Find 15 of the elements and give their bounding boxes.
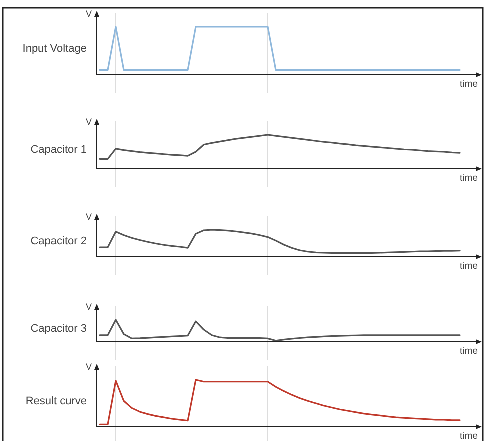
y-axis-title: V (86, 302, 92, 312)
x-axis-title: time (460, 346, 478, 357)
x-axis-title: time (460, 261, 478, 272)
text: Capacitor 2 (30, 236, 87, 248)
text: Result curve (26, 396, 87, 408)
y-axis-title: V (86, 117, 92, 127)
x-axis-title: time (460, 431, 478, 441)
y-axis-title: V (86, 212, 92, 222)
y-axis-title: V (86, 362, 92, 372)
y-axis-title: V (86, 9, 92, 19)
chart-title: Capacitor 3 (30, 323, 87, 335)
text: Capacitor 1 (30, 144, 87, 156)
text: Input Voltage (22, 43, 87, 55)
x-axis-title: time (460, 79, 478, 90)
x-axis-title: time (460, 173, 478, 184)
